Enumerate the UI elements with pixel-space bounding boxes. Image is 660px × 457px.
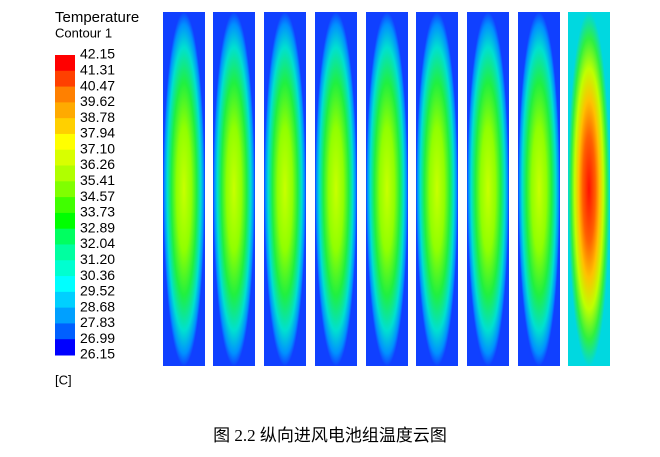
battery-cell (518, 12, 560, 366)
color-swatch (55, 55, 75, 72)
legend-level: 28.68 (80, 298, 115, 314)
color-swatch (55, 197, 75, 214)
legend-level: 27.83 (80, 314, 115, 330)
battery-cell (264, 12, 306, 366)
legend-unit: [C] (55, 372, 72, 387)
battery-cell (163, 12, 205, 366)
battery-cell (416, 12, 458, 366)
color-swatch (55, 339, 75, 356)
color-swatch (55, 149, 75, 167)
legend-level: 34.57 (80, 188, 115, 204)
legend-level: 36.26 (80, 156, 115, 172)
legend-level: 31.20 (80, 251, 115, 267)
color-swatch (55, 291, 75, 309)
contour-cells (163, 12, 610, 366)
color-swatch (55, 307, 75, 324)
legend-level: 42.15 (80, 46, 115, 62)
color-swatch (55, 86, 75, 103)
legend-level: 26.99 (80, 330, 115, 346)
legend-level: 39.62 (80, 93, 115, 109)
battery-cell (315, 12, 357, 366)
legend-title: Temperature (55, 9, 139, 26)
color-swatch (55, 276, 75, 293)
legend-level: 41.31 (80, 61, 115, 77)
legend-level: 32.04 (80, 235, 115, 251)
battery-cell (366, 12, 408, 366)
color-swatch (55, 102, 75, 119)
color-swatch (55, 212, 75, 230)
legend-level: 30.36 (80, 267, 115, 283)
legend-subtitle: Contour 1 (55, 25, 112, 40)
color-swatch (55, 244, 75, 261)
battery-cell (467, 12, 509, 366)
color-swatch (55, 323, 75, 340)
color-swatch (55, 133, 75, 151)
color-swatch (55, 181, 75, 198)
battery-cell (568, 12, 610, 366)
legend-level: 37.94 (80, 125, 115, 141)
color-swatch (55, 165, 75, 182)
caption: 图 2.2 纵向进风电池组温度云图 (213, 426, 447, 445)
color-bar (55, 55, 75, 356)
battery-cell (213, 12, 255, 366)
legend-level: 29.52 (80, 283, 115, 299)
legend-level: 40.47 (80, 77, 115, 93)
color-swatch (55, 260, 75, 277)
color-swatch (55, 228, 75, 245)
color-swatch (55, 118, 75, 135)
legend-level: 32.89 (80, 219, 115, 235)
color-swatch (55, 70, 75, 88)
legend-level: 26.15 (80, 346, 115, 362)
legend-level: 37.10 (80, 140, 115, 156)
legend-level: 35.41 (80, 172, 115, 188)
legend-level: 33.73 (80, 204, 115, 220)
legend-level: 38.78 (80, 109, 115, 125)
